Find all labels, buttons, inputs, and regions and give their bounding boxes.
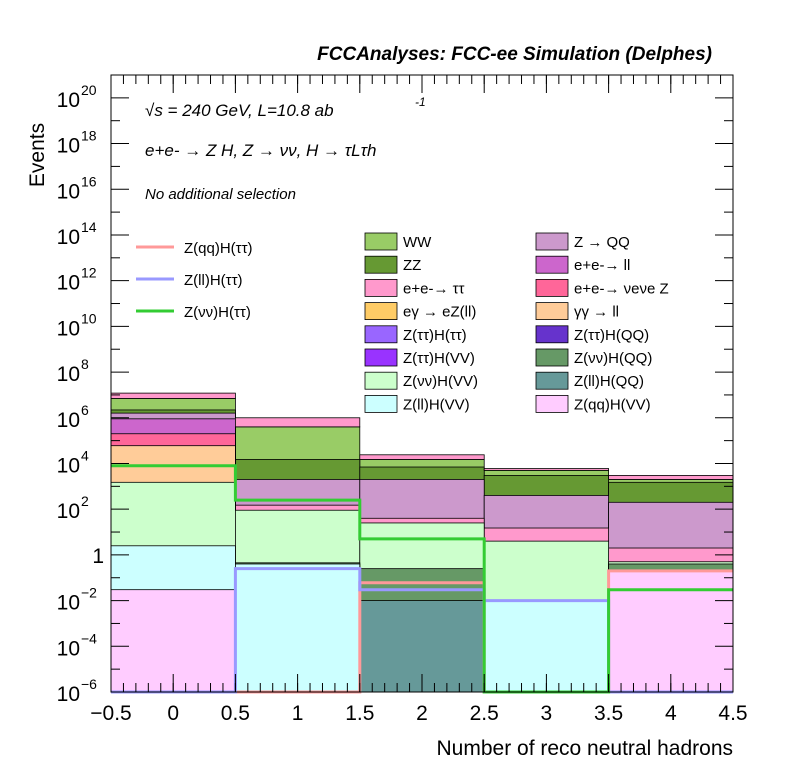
legend-swatch-ww: [364, 232, 398, 251]
x-axis-label: Number of reco neutral hadrons: [437, 737, 734, 760]
legend-swatch-e-e-e-e-z: [535, 278, 569, 297]
y-tick-label: 10: [57, 317, 80, 340]
process-annotation: e+e- → Z H, Z → νν, H → τLτh: [145, 141, 376, 160]
legend-swatch-z-h-vv: [364, 348, 398, 367]
legend-label: Z(ll)H(VV): [403, 396, 470, 413]
y-tick-label: 10: [57, 683, 80, 706]
x-tick-label: 3.5: [594, 702, 623, 725]
y-tick-label: 10: [57, 180, 80, 203]
legend-swatch-z-ll-h-qq: [535, 371, 569, 390]
legend-swatch-z-h-qq: [535, 325, 569, 344]
legend-label: eγ → eZ(ll): [403, 304, 476, 321]
selection-annotation: No additional selection: [145, 186, 296, 203]
legend-label: Z(ττ)H(ττ): [403, 327, 467, 344]
legend: Z(qq)H(ττ) Z(ll)H(ττ) Z(νν)H(ττ) WW Z → QQ ZZ…: [136, 232, 669, 413]
energy-exponent: -1: [415, 95, 426, 109]
x-tick-label: 0: [167, 702, 179, 725]
y-tick-exponent: 20: [81, 82, 97, 98]
legend-swatch-ll: [535, 302, 569, 321]
legend-label: Z(qq)H(VV): [574, 396, 651, 413]
x-tick-label: 4: [665, 702, 677, 725]
energy-annotation: √s = 240 GeV, L=10.8 ab: [145, 101, 334, 120]
x-axis-ticks: −0.5 0 0.5 1 1.5 2 2.5 3 3.5 4 4.5: [90, 75, 748, 725]
y-tick-exponent: 6: [81, 402, 89, 418]
y-tick-exponent: 8: [81, 356, 89, 372]
bar-z-ll-h-vv-bin-1: [234, 563, 361, 693]
y-tick-label: 10: [57, 409, 80, 432]
legend-label: WW: [403, 234, 432, 251]
x-tick-label: 2.5: [470, 702, 499, 725]
legend-label: e+e-→ ττ: [403, 280, 465, 297]
y-axis-label: Events: [26, 123, 49, 187]
y-tick-label: 10: [57, 226, 80, 249]
legend-label: Z(qq)H(ττ): [184, 240, 253, 257]
y-tick-label: 10: [57, 454, 80, 477]
legend-swatch-z-qq-h-vv: [535, 394, 569, 413]
legend-label: Z(νν)H(ττ): [184, 304, 251, 321]
y-tick-exponent: 10: [81, 310, 97, 326]
stack-overlays: [110, 392, 734, 480]
y-tick-label: 10: [57, 363, 80, 386]
legend-swatch-z-h: [364, 325, 398, 344]
legend-swatch-e-ez-ll: [364, 302, 398, 321]
legend-swatch-z-h-qq: [535, 348, 569, 367]
x-tick-label: −0.5: [90, 702, 131, 725]
y-tick-exponent: 14: [81, 219, 97, 235]
legend-label: Z(ll)H(QQ): [574, 373, 644, 390]
x-tick-label: 1.5: [345, 702, 374, 725]
legend-label: e+e-→ ll: [574, 257, 630, 274]
legend-label: Z(ττ)H(QQ): [574, 327, 649, 344]
legend-label: Z(ll)H(ττ): [184, 272, 243, 289]
legend-swatch-e-e: [364, 278, 398, 297]
legend-swatch-zz: [364, 255, 398, 274]
y-tick-exponent: 12: [81, 265, 97, 281]
y-tick-label: 10: [57, 637, 80, 660]
y-tick-exponent: −6: [81, 676, 97, 692]
legend-swatch-e-e-ll: [535, 255, 569, 274]
header-title: FCCAnalyses: FCC-ee Simulation (Delphes): [317, 44, 712, 65]
y-tick-label: 10: [57, 272, 80, 295]
overlay-e-e-bin-0: [110, 392, 236, 399]
y-tick-exponent: −2: [81, 585, 97, 601]
legend-swatch-z-h-vv: [364, 371, 398, 390]
y-tick-label: 10: [57, 89, 80, 112]
legend-label: Z(νν)H(VV): [403, 373, 478, 390]
overlay-e-e-bin-2: [359, 454, 485, 460]
y-tick-exponent: −4: [81, 630, 97, 646]
y-tick-label: 10: [57, 135, 80, 158]
y-tick-exponent: 4: [81, 447, 89, 463]
legend-swatch-z-ll-h-vv: [364, 394, 398, 413]
signal-line-z-h: [111, 464, 733, 694]
legend-label: γγ → ll: [574, 304, 619, 321]
overlay-e-e-bin-1: [234, 417, 361, 428]
x-tick-label: 4.5: [718, 702, 747, 725]
x-tick-label: 3: [541, 702, 553, 725]
legend-label: Z(ττ)H(VV): [403, 350, 475, 367]
legend-label: ZZ: [403, 257, 421, 274]
y-tick-exponent: 18: [81, 128, 97, 144]
x-tick-label: 2: [416, 702, 428, 725]
y-tick-label: 10: [57, 592, 80, 615]
x-tick-label: 1: [292, 702, 304, 725]
legend-swatch-z-qq: [535, 232, 569, 251]
overlay-e-e-bin-4: [608, 475, 734, 480]
y-tick-exponent: 2: [81, 493, 89, 509]
y-tick-exponent: 16: [81, 173, 97, 189]
y-tick-label: 1: [92, 545, 104, 568]
overlay-e-e-bin-3: [483, 468, 610, 471]
x-tick-label: 0.5: [221, 702, 250, 725]
y-tick-label: 10: [57, 500, 80, 523]
legend-label: Z → QQ: [574, 234, 630, 251]
legend-label: Z(νν)H(QQ): [574, 350, 652, 367]
stack-bins: [110, 398, 734, 693]
legend-label: e+e-→ νeνe Z: [574, 280, 669, 297]
